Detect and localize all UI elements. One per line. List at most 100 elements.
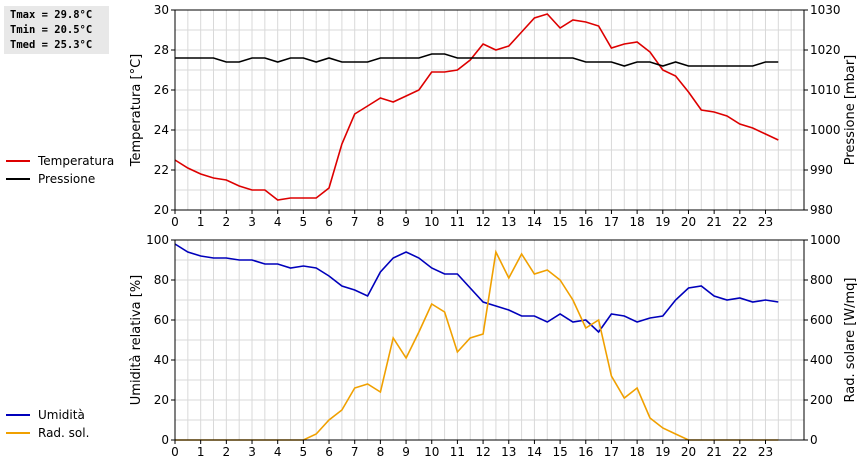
legend-item-pressione: Pressione <box>6 170 114 188</box>
legend-label: Pressione <box>38 172 96 186</box>
x-tick-label: 6 <box>325 215 333 229</box>
y-right-tick-label: 1000 <box>810 123 841 137</box>
legend-label: Umidità <box>38 408 85 422</box>
y-tick-label: 24 <box>154 123 169 137</box>
x-tick-label: 15 <box>552 445 567 459</box>
y-right-tick-label: 1000 <box>810 233 841 247</box>
x-tick-label: 7 <box>351 215 359 229</box>
y-right-tick-label: 400 <box>810 353 833 367</box>
x-tick-label: 21 <box>707 445 722 459</box>
legend-item-temperatura: Temperatura <box>6 152 114 170</box>
y-tick-label: 22 <box>154 163 169 177</box>
x-tick-label: 3 <box>248 215 256 229</box>
x-tick-label: 11 <box>450 445 465 459</box>
x-tick-label: 8 <box>377 445 385 459</box>
y-tick-label: 100 <box>146 233 169 247</box>
x-tick-label: 18 <box>629 215 644 229</box>
y-right-tick-label: 200 <box>810 393 833 407</box>
legend-label: Temperatura <box>38 154 115 168</box>
legend-item-umidita: Umidità <box>6 406 89 424</box>
x-tick-label: 9 <box>402 445 410 459</box>
legend-swatch <box>6 178 30 180</box>
legend-swatch <box>6 414 30 416</box>
x-tick-label: 10 <box>424 215 439 229</box>
y-right-tick-label: 800 <box>810 273 833 287</box>
x-tick-label: 21 <box>707 215 722 229</box>
x-tick-label: 12 <box>475 215 490 229</box>
y-right-tick-label: 1010 <box>810 83 841 97</box>
y-tick-label: 26 <box>154 83 169 97</box>
y-tick-label: 20 <box>154 203 169 217</box>
x-tick-label: 17 <box>604 445 619 459</box>
x-tick-label: 23 <box>758 445 773 459</box>
chart-panel-2: 0 1 2 3 4 5 6 7 8 9 10 11 12 13 14 15 16 17 18 19 20 21 22 2302… <box>129 233 858 459</box>
legend-swatch <box>6 160 30 162</box>
legend-bottom: Umidità Rad. sol. <box>6 406 89 442</box>
legend-label: Rad. sol. <box>38 426 90 440</box>
y-tick-label: 0 <box>161 433 169 447</box>
y-tick-label: 30 <box>154 3 169 17</box>
x-tick-label: 1 <box>197 215 205 229</box>
y-tick-label: 20 <box>154 393 169 407</box>
x-tick-label: 9 <box>402 215 410 229</box>
x-tick-label: 22 <box>732 215 747 229</box>
plot-frame <box>174 9 805 211</box>
x-tick-label: 23 <box>758 215 773 229</box>
stats-box: Tmax = 29.8°C Tmin = 20.5°C Tmed = 25.3°… <box>4 6 109 54</box>
x-tick-label: 17 <box>604 215 619 229</box>
x-tick-label: 2 <box>223 215 231 229</box>
x-tick-label: 20 <box>681 215 696 229</box>
x-tick-label: 14 <box>527 445 542 459</box>
legend-top: Temperatura Pressione <box>6 152 114 188</box>
x-tick-label: 19 <box>655 215 670 229</box>
x-tick-label: 3 <box>248 445 256 459</box>
legend-item-rad-sol: Rad. sol. <box>6 424 89 442</box>
y-tick-label: 40 <box>154 353 169 367</box>
y-axis-title: Temperatura [°C] <box>129 54 144 167</box>
x-tick-label: 14 <box>527 215 542 229</box>
chart-panel-1: 0 1 2 3 4 5 6 7 8 9 10 11 12 13 14 15 16 17 18 19 20 21 22 2320… <box>129 3 858 229</box>
x-tick-label: 22 <box>732 445 747 459</box>
stat-tmax: Tmax = 29.8°C <box>10 9 93 21</box>
x-tick-label: 4 <box>274 215 282 229</box>
x-tick-label: 19 <box>655 445 670 459</box>
x-tick-label: 16 <box>578 445 593 459</box>
y-axis-title: Umidità relativa [%] <box>129 275 144 405</box>
x-tick-label: 18 <box>629 445 644 459</box>
series-line-pressione <box>175 53 779 67</box>
x-tick-label: 13 <box>501 445 516 459</box>
series-line-umidit- <box>174 243 779 334</box>
x-tick-label: 16 <box>578 215 593 229</box>
x-tick-label: 7 <box>351 445 359 459</box>
x-tick-label: 20 <box>681 445 696 459</box>
legend-swatch <box>6 432 30 434</box>
y-right-tick-label: 1020 <box>810 43 841 57</box>
x-tick-label: 4 <box>274 445 282 459</box>
x-tick-label: 13 <box>501 215 516 229</box>
x-tick-label: 1 <box>197 445 205 459</box>
y-right-tick-label: 990 <box>810 163 833 177</box>
y-right-tick-label: 600 <box>810 313 833 327</box>
y-tick-label: 28 <box>154 43 169 57</box>
stat-tmin: Tmin = 20.5°C <box>10 24 93 36</box>
x-tick-label: 5 <box>300 445 308 459</box>
series-line-temperatura <box>174 13 779 201</box>
y-right-axis-title: Rad. solare [W/mq] <box>843 277 858 402</box>
x-tick-label: 0 <box>171 215 179 229</box>
x-tick-label: 10 <box>424 445 439 459</box>
y-tick-label: 60 <box>154 313 169 327</box>
x-tick-label: 0 <box>171 445 179 459</box>
x-tick-label: 5 <box>300 215 308 229</box>
y-right-axis-title: Pressione [mbar] <box>843 55 858 166</box>
x-tick-label: 12 <box>475 445 490 459</box>
x-tick-label: 15 <box>552 215 567 229</box>
x-tick-label: 11 <box>450 215 465 229</box>
y-right-tick-label: 1030 <box>810 3 841 17</box>
y-right-tick-label: 0 <box>810 433 818 447</box>
plot-frame <box>174 239 805 441</box>
stat-tmed: Tmed = 25.3°C <box>10 39 93 51</box>
y-tick-label: 80 <box>154 273 169 287</box>
y-right-tick-label: 980 <box>810 203 833 217</box>
x-tick-label: 2 <box>223 445 231 459</box>
